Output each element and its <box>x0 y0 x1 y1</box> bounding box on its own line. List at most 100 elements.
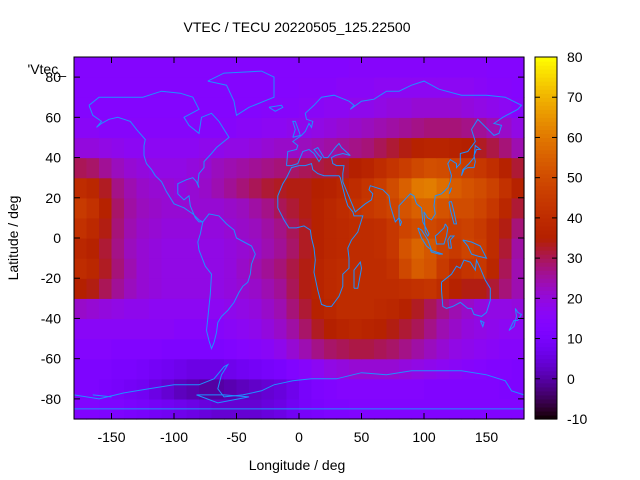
heatmap-cell <box>199 117 213 139</box>
heatmap-cell <box>324 358 338 380</box>
heatmap-cell <box>436 298 450 320</box>
colorbar-segment <box>535 213 557 219</box>
heatmap-cell <box>136 378 150 400</box>
heatmap-cell <box>349 57 363 78</box>
heatmap-cell <box>336 217 350 239</box>
colorbar-segment <box>535 294 557 299</box>
heatmap-cell <box>211 157 225 179</box>
heatmap-cell <box>299 258 313 279</box>
heatmap-cell <box>111 177 125 199</box>
colorbar-segment <box>535 274 557 279</box>
heatmap-cell <box>399 137 413 159</box>
heatmap-cell <box>499 137 513 159</box>
heatmap-cell <box>299 318 313 340</box>
heatmap-cell <box>224 358 238 380</box>
heatmap-cell <box>111 318 125 340</box>
colorbar-segment <box>535 73 557 78</box>
heatmap-cell <box>286 77 300 98</box>
colorbar-segment <box>535 366 557 372</box>
heatmap-cell <box>249 278 263 299</box>
colorbar-segment <box>535 350 557 356</box>
heatmap-cell <box>86 318 100 340</box>
heatmap-cell <box>136 318 150 340</box>
heatmap-cell <box>324 338 338 360</box>
colorbar-tick-label: 60 <box>567 129 583 145</box>
y-tick-label: 0 <box>53 230 61 246</box>
heatmap-cell <box>486 197 500 219</box>
heatmap-cell <box>199 157 213 179</box>
heatmap-cell <box>411 238 425 259</box>
heatmap-cell <box>386 298 400 320</box>
heatmap-cell <box>211 197 225 219</box>
heatmap-cell <box>374 57 388 78</box>
colorbar-tick-label: 70 <box>567 89 583 105</box>
heatmap-cell <box>174 258 188 279</box>
colorbar-segment <box>535 141 557 147</box>
heatmap-cell <box>261 217 275 239</box>
heatmap-cell <box>224 57 238 78</box>
heatmap-cell <box>236 97 250 118</box>
heatmap-cell <box>486 157 500 179</box>
x-axis-label: Longitude / deg <box>249 457 346 473</box>
heatmap-cell <box>461 177 475 199</box>
heatmap-cell <box>286 378 300 400</box>
coastline <box>398 217 403 227</box>
heatmap-cell <box>311 338 325 360</box>
heatmap-cell <box>124 318 138 340</box>
heatmap-cell <box>236 117 250 139</box>
heatmap-cell <box>486 177 500 199</box>
heatmap-cell <box>124 378 138 400</box>
heatmap-cell <box>124 298 138 320</box>
heatmap-cell <box>236 177 250 199</box>
heatmap-cell <box>386 77 400 98</box>
heatmap-cell <box>324 97 338 118</box>
y-tick-label: 60 <box>45 109 61 125</box>
colorbar-segment <box>535 310 557 316</box>
heatmap-cell <box>286 177 300 199</box>
heatmap-cell <box>511 358 525 380</box>
heatmap-cell <box>224 318 238 340</box>
heatmap-cell <box>499 238 513 259</box>
heatmap-cell <box>424 358 438 380</box>
plot-key-label: 'Vtec_ <box>28 61 67 77</box>
heatmap-cell <box>399 57 413 78</box>
heatmap-cell <box>474 137 488 159</box>
heatmap-cell <box>511 197 525 219</box>
heatmap-cell <box>299 157 313 179</box>
colorbar-segment <box>535 181 557 187</box>
heatmap-cell <box>74 117 88 139</box>
heatmap-cell <box>324 238 338 259</box>
heatmap-cell <box>336 97 350 118</box>
colorbar-frame <box>534 56 558 420</box>
y-tick-label: -80 <box>41 391 61 407</box>
heatmap-cell <box>199 258 213 279</box>
colorbar-tick-label: 10 <box>567 331 583 347</box>
heatmap-cell <box>249 177 263 199</box>
heatmap-cell <box>399 358 413 380</box>
heatmap-cell <box>511 117 525 139</box>
heatmap-cell <box>211 298 225 320</box>
heatmap-cell <box>349 378 363 400</box>
colorbar-segment <box>535 61 557 66</box>
colorbar-ticks: -10 0 10 20 30 40 50 60 70 80 <box>535 49 587 427</box>
heatmap-cell <box>186 197 200 219</box>
heatmap-cell <box>249 157 263 179</box>
heatmap-cell <box>386 338 400 360</box>
coastline <box>461 144 482 176</box>
heatmap-cell <box>99 298 113 320</box>
heatmap-cell <box>136 77 150 98</box>
heatmap-cell <box>349 358 363 380</box>
heatmap-cell <box>286 157 300 179</box>
heatmap-cell <box>411 77 425 98</box>
heatmap-cell <box>99 338 113 360</box>
heatmap-cell <box>399 258 413 279</box>
heatmap-cell <box>99 157 113 179</box>
heatmap-cell <box>336 378 350 400</box>
heatmap-cell <box>261 278 275 299</box>
heatmap-cell <box>361 318 375 340</box>
colorbar-segment <box>535 133 557 139</box>
heatmap-cell <box>124 197 138 219</box>
heatmap-cell <box>136 278 150 299</box>
heatmap-cell <box>461 77 475 98</box>
heatmap-cell <box>361 197 375 219</box>
